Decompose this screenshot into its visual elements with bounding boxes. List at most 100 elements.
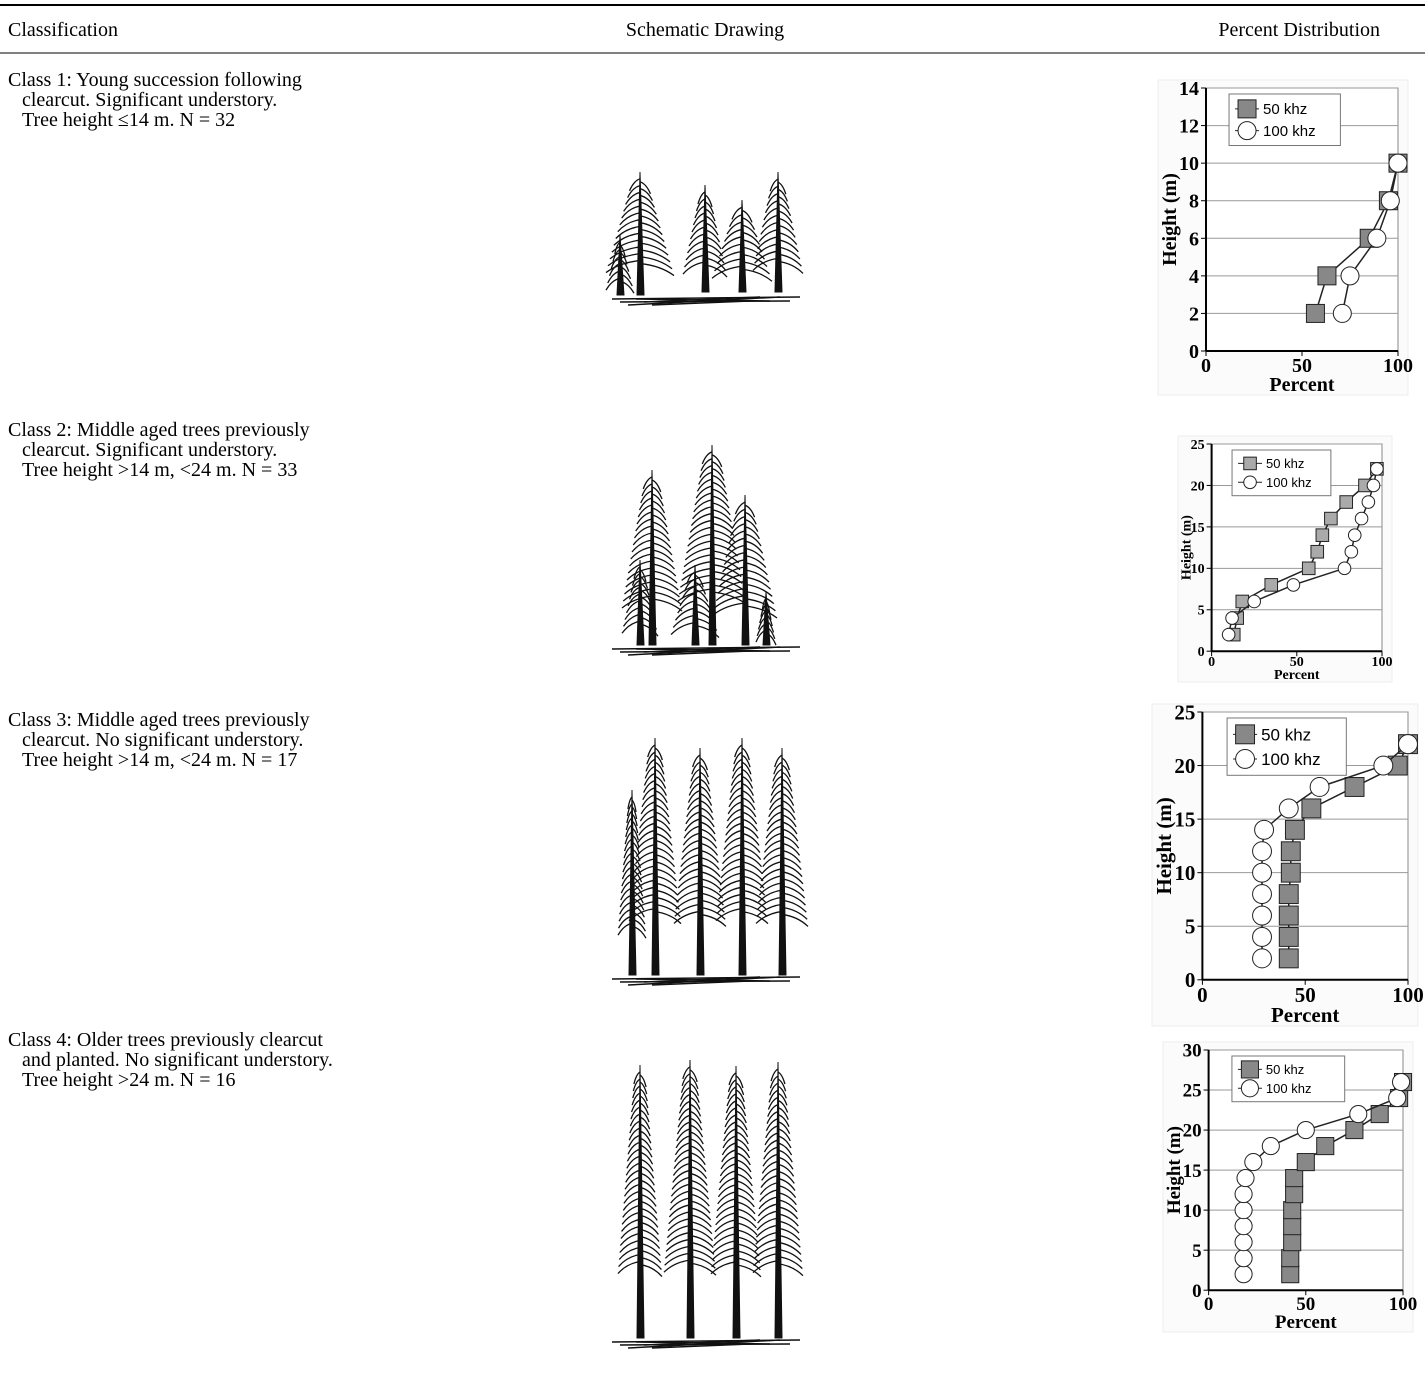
marker bbox=[1226, 612, 1239, 625]
x-tick-label: 100 bbox=[1389, 1294, 1418, 1315]
marker bbox=[1340, 496, 1353, 509]
classification-line: Tree height ≤14 m. N = 32 bbox=[22, 109, 235, 131]
marker bbox=[1236, 750, 1255, 769]
marker bbox=[1248, 595, 1261, 608]
classification-line: Class 4: Older trees previously clearcut bbox=[8, 1029, 323, 1051]
marker bbox=[1235, 1266, 1252, 1283]
legend-label: 50 khz bbox=[1266, 456, 1304, 471]
marker bbox=[1367, 479, 1380, 492]
x-tick-label: 0 bbox=[1208, 655, 1215, 670]
marker bbox=[1235, 1186, 1252, 1203]
marker bbox=[1302, 562, 1315, 575]
y-tick-label: 14 bbox=[1179, 78, 1199, 100]
marker bbox=[1236, 725, 1255, 744]
marker bbox=[1245, 1154, 1262, 1171]
y-tick-label: 20 bbox=[1183, 1121, 1202, 1142]
marker bbox=[1286, 1170, 1303, 1187]
header-cell: Percent Distribution bbox=[1218, 19, 1380, 41]
y-tick-label: 20 bbox=[1174, 754, 1195, 778]
y-tick-label: 8 bbox=[1189, 191, 1199, 213]
marker bbox=[1348, 529, 1361, 542]
x-tick-label: 0 bbox=[1201, 355, 1211, 377]
marker bbox=[1325, 512, 1338, 525]
marker bbox=[1285, 820, 1304, 839]
marker bbox=[1237, 1170, 1254, 1187]
y-tick-label: 4 bbox=[1189, 266, 1199, 288]
marker bbox=[1238, 122, 1256, 140]
y-tick-label: 25 bbox=[1191, 438, 1205, 453]
marker bbox=[1310, 778, 1329, 797]
marker bbox=[1282, 1250, 1299, 1267]
marker bbox=[1279, 799, 1298, 818]
marker bbox=[1350, 1106, 1367, 1123]
marker bbox=[1265, 579, 1278, 592]
y-tick-label: 10 bbox=[1174, 861, 1195, 885]
marker bbox=[1333, 304, 1351, 322]
x-axis-label: Percent bbox=[1269, 374, 1334, 396]
legend-label: 100 khz bbox=[1266, 1081, 1312, 1096]
marker bbox=[1297, 1154, 1314, 1171]
schematic-drawing bbox=[612, 445, 800, 655]
tree-branch bbox=[640, 264, 674, 276]
marker bbox=[1222, 628, 1235, 641]
marker bbox=[1241, 1061, 1258, 1078]
classification-line: and planted. No significant understory. bbox=[22, 1049, 333, 1071]
marker bbox=[1244, 476, 1257, 489]
tree-trunk bbox=[739, 738, 746, 975]
y-tick-label: 10 bbox=[1183, 1201, 1202, 1222]
legend-label: 50 khz bbox=[1266, 1062, 1304, 1077]
y-tick-label: 30 bbox=[1183, 1041, 1202, 1062]
x-tick-label: 100 bbox=[1392, 983, 1424, 1007]
header-cell: Schematic Drawing bbox=[626, 19, 784, 41]
marker bbox=[1316, 529, 1329, 542]
y-tick-label: 6 bbox=[1189, 228, 1199, 250]
y-tick-label: 0 bbox=[1198, 645, 1205, 660]
classification-line: Tree height >14 m, <24 m. N = 33 bbox=[22, 459, 297, 481]
legend-label: 50 khz bbox=[1263, 101, 1307, 118]
classification-line: Class 1: Young succession following bbox=[8, 69, 302, 91]
marker bbox=[1244, 457, 1257, 470]
marker bbox=[1281, 842, 1300, 861]
y-tick-label: 5 bbox=[1185, 915, 1196, 939]
marker bbox=[1318, 267, 1336, 285]
marker bbox=[1297, 1122, 1314, 1139]
marker bbox=[1253, 885, 1272, 904]
tree-trunk bbox=[739, 200, 746, 292]
marker bbox=[1302, 799, 1321, 818]
marker bbox=[1286, 1186, 1303, 1203]
schematic-drawing bbox=[612, 1060, 803, 1348]
marker bbox=[1368, 229, 1386, 247]
classification-line: Class 3: Middle aged trees previously bbox=[8, 709, 310, 731]
y-tick-label: 25 bbox=[1183, 1081, 1202, 1102]
x-tick-label: 100 bbox=[1383, 355, 1413, 377]
marker bbox=[1235, 1218, 1252, 1235]
marker bbox=[1317, 1138, 1334, 1155]
marker bbox=[1346, 1122, 1363, 1139]
marker bbox=[1345, 778, 1364, 797]
marker bbox=[1393, 1073, 1410, 1090]
tree-branch bbox=[683, 262, 705, 274]
y-axis-label: Height (m) bbox=[1164, 1126, 1185, 1214]
schematic-drawing bbox=[612, 738, 808, 985]
marker bbox=[1345, 545, 1358, 558]
marker bbox=[1284, 1202, 1301, 1219]
marker bbox=[1235, 1202, 1252, 1219]
marker bbox=[1235, 1234, 1252, 1251]
marker bbox=[1389, 1089, 1406, 1106]
classification-line: clearcut. Significant understory. bbox=[22, 439, 277, 461]
marker bbox=[1362, 496, 1375, 509]
legend-label: 100 khz bbox=[1266, 475, 1312, 490]
marker bbox=[1253, 906, 1272, 925]
marker bbox=[1236, 595, 1249, 608]
marker bbox=[1279, 906, 1298, 925]
marker bbox=[1253, 928, 1272, 947]
marker bbox=[1262, 1138, 1279, 1155]
marker bbox=[1241, 1080, 1258, 1097]
marker bbox=[1371, 463, 1384, 476]
marker bbox=[1399, 735, 1418, 754]
tree-branch bbox=[742, 269, 772, 281]
y-tick-label: 0 bbox=[1189, 341, 1199, 363]
y-tick-label: 10 bbox=[1179, 153, 1199, 175]
x-tick-label: 100 bbox=[1372, 655, 1393, 670]
marker bbox=[1253, 863, 1272, 882]
